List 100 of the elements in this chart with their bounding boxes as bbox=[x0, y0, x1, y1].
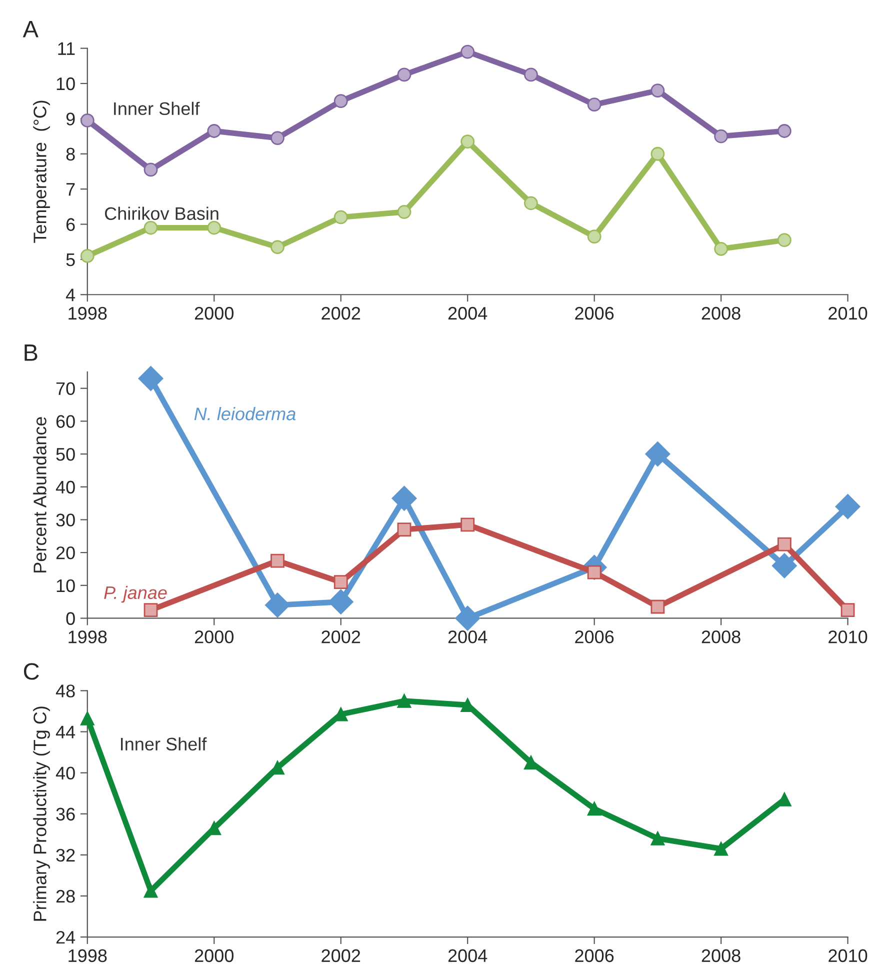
chart-title: A bbox=[22, 20, 38, 38]
point bbox=[392, 486, 417, 511]
point bbox=[334, 575, 348, 590]
y-tick-label: 7 bbox=[66, 183, 75, 196]
point bbox=[714, 129, 728, 144]
point bbox=[397, 522, 412, 537]
y-axis-title: Primary Productivity (Tg C) bbox=[33, 706, 50, 921]
x-tick-label: 2010 bbox=[828, 949, 868, 962]
point bbox=[650, 84, 665, 98]
point bbox=[587, 230, 602, 244]
point bbox=[270, 240, 284, 254]
point bbox=[207, 220, 222, 235]
point bbox=[840, 603, 855, 617]
y-tick-label: 4 bbox=[66, 288, 76, 302]
y-tick-label: 28 bbox=[56, 890, 75, 903]
point bbox=[455, 606, 480, 631]
point bbox=[714, 842, 728, 856]
series-label: N. leioderma bbox=[194, 407, 296, 420]
point bbox=[334, 94, 348, 108]
x-tick-label: 2008 bbox=[702, 949, 740, 962]
x-tick-label: 2004 bbox=[448, 630, 488, 644]
point bbox=[265, 592, 290, 618]
point bbox=[144, 603, 158, 617]
point bbox=[460, 518, 475, 532]
y-tick-label: 6 bbox=[66, 218, 75, 231]
x-tick-label: 2000 bbox=[194, 306, 234, 320]
point bbox=[524, 68, 538, 82]
x-tick-label: 2008 bbox=[702, 306, 740, 320]
y-tick-label: 44 bbox=[56, 726, 76, 738]
point bbox=[138, 366, 164, 391]
y-tick-label: 8 bbox=[66, 148, 75, 161]
x-tick-label: 2006 bbox=[575, 630, 614, 644]
point bbox=[835, 494, 860, 520]
y-axis-title: Temperature (°C) bbox=[33, 100, 50, 243]
x-tick-label: 2002 bbox=[322, 630, 360, 644]
y-tick-label: 20 bbox=[56, 546, 75, 560]
point bbox=[334, 210, 348, 224]
x-tick-label: 1998 bbox=[68, 630, 107, 644]
x-tick-label: 2004 bbox=[448, 949, 488, 962]
point bbox=[460, 134, 475, 148]
series-label: Chirikov Basin bbox=[104, 206, 218, 220]
point bbox=[714, 242, 728, 256]
point bbox=[397, 204, 412, 219]
point bbox=[270, 131, 284, 145]
point bbox=[80, 248, 94, 263]
point bbox=[777, 537, 792, 552]
point bbox=[144, 220, 158, 235]
x-tick-label: 2006 bbox=[575, 949, 614, 962]
x-tick-label: 2002 bbox=[322, 306, 360, 320]
point bbox=[207, 124, 222, 138]
y-tick-label: 36 bbox=[56, 808, 75, 821]
point bbox=[650, 832, 665, 846]
point bbox=[650, 146, 665, 161]
point bbox=[650, 600, 665, 614]
x-tick-label: 2004 bbox=[448, 306, 488, 320]
y-tick-label: 11 bbox=[58, 42, 75, 55]
y-tick-label: 9 bbox=[66, 112, 75, 126]
point bbox=[80, 711, 94, 726]
point bbox=[270, 554, 284, 568]
x-tick-label: 2000 bbox=[194, 630, 234, 644]
y-tick-label: 10 bbox=[56, 579, 75, 592]
x-tick-label: 2010 bbox=[828, 630, 868, 644]
point bbox=[460, 44, 475, 59]
y-tick-label: 24 bbox=[56, 930, 76, 944]
point bbox=[524, 756, 538, 770]
y-axis-title: Percent Abundance bbox=[33, 417, 46, 572]
x-tick-label: 2010 bbox=[828, 306, 868, 320]
point bbox=[645, 442, 670, 466]
y-tick-label: 0 bbox=[66, 612, 75, 625]
series-label: Inner Shelf bbox=[114, 102, 200, 116]
x-tick-label: 2006 bbox=[575, 306, 614, 320]
y-tick-label: 40 bbox=[56, 480, 75, 494]
y-tick-label: 70 bbox=[56, 382, 75, 396]
y-tick-label: 40 bbox=[56, 766, 75, 780]
point bbox=[524, 196, 538, 210]
x-tick-label: 2000 bbox=[194, 949, 234, 962]
y-tick-label: 50 bbox=[56, 448, 75, 461]
chart-title: C bbox=[24, 663, 39, 680]
y-tick-label: 30 bbox=[56, 514, 75, 526]
point bbox=[772, 553, 797, 578]
x-tick-label: 1998 bbox=[68, 306, 107, 320]
point bbox=[80, 113, 94, 128]
point bbox=[587, 802, 602, 816]
chart-title: B bbox=[24, 344, 38, 361]
x-tick-label: 2002 bbox=[322, 949, 360, 962]
y-tick-label: 5 bbox=[66, 254, 75, 266]
point bbox=[144, 162, 158, 177]
point bbox=[397, 694, 412, 708]
x-tick-label: 1998 bbox=[68, 949, 107, 962]
x-tick-label: 2008 bbox=[702, 630, 740, 644]
y-tick-label: 48 bbox=[56, 684, 75, 698]
point bbox=[777, 124, 792, 138]
point bbox=[777, 233, 792, 248]
point bbox=[587, 98, 602, 112]
series-label: Inner Shelf bbox=[121, 737, 207, 751]
point bbox=[328, 589, 354, 614]
point bbox=[144, 884, 158, 898]
series-label: P. janae bbox=[104, 586, 167, 603]
y-tick-label: 32 bbox=[56, 848, 75, 862]
y-tick-label: 60 bbox=[56, 415, 75, 428]
